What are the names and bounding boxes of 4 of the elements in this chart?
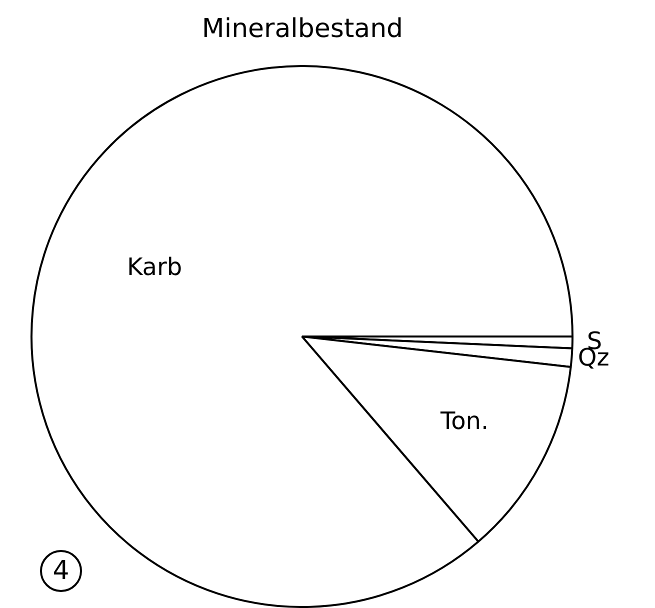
slice-label: Ton. — [440, 406, 489, 435]
chart-title: Mineralbestand — [200, 14, 404, 44]
text: 4 — [40, 550, 82, 592]
slice-label: Karb — [126, 253, 182, 282]
